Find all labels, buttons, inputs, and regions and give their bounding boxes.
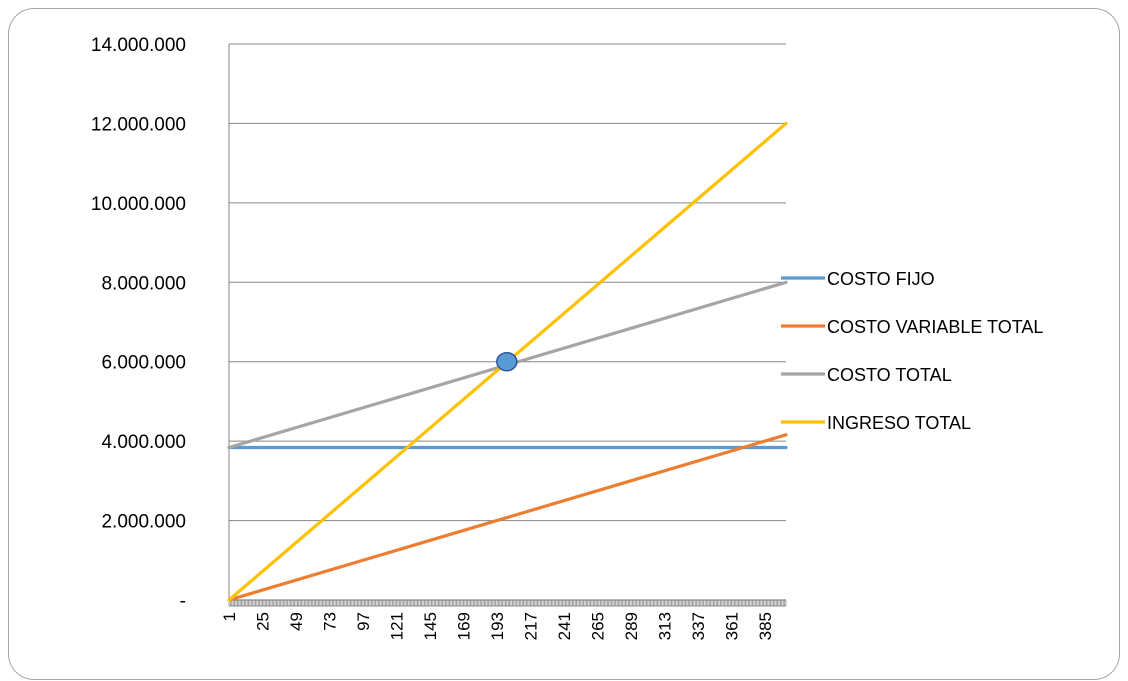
y-tick-label: 8.000.000 [101,273,186,294]
legend-label-0: COSTO FIJO [827,269,935,289]
x-tick-label: 265 [589,612,608,640]
legend-label-1: COSTO VARIABLE TOTAL [827,317,1043,337]
y-tick-label: 12.000.000 [91,114,186,135]
x-tick-label: 241 [555,612,574,640]
break-even-marker [496,351,518,372]
legend-label-2: COSTO TOTAL [827,365,952,385]
x-tick-label: 289 [622,612,641,640]
x-tick-label: 313 [656,612,675,640]
y-tick-label: - [180,591,186,612]
x-tick-label: 217 [522,612,541,640]
x-tick-label: 1 [220,612,239,621]
y-tick-label: 6.000.000 [101,353,186,374]
chart-frame [8,8,1120,680]
x-tick-label: 25 [254,612,273,631]
x-tick-label: 73 [321,612,340,631]
x-tick-label: 145 [421,612,440,640]
x-axis-ticks [228,600,787,606]
y-tick-label: 10.000.000 [91,194,186,215]
x-tick-label: 361 [723,612,742,640]
x-tick-label: 169 [455,612,474,640]
x-tick-label: 97 [354,612,373,631]
y-tick-label: 2.000.000 [101,512,186,533]
x-tick-label: 49 [287,612,306,631]
series-line-1 [227,433,788,602]
x-tick-label: 337 [689,612,708,640]
y-tick-label: 14.000.000 [91,35,186,56]
legend-label-3: INGRESO TOTAL [827,413,971,433]
x-tick-label: 193 [488,612,507,640]
x-tick-label: 121 [388,612,407,640]
x-tick-label: 385 [756,612,775,640]
y-tick-label: 4.000.000 [101,432,186,453]
